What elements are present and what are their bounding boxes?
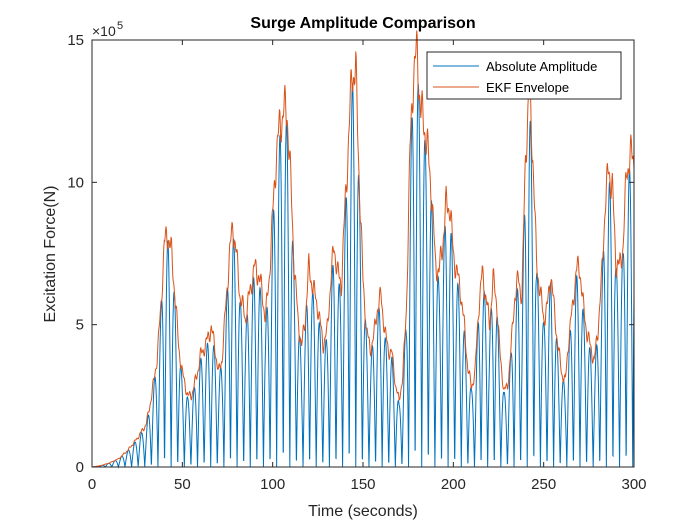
axes: 0 50 100 150 200 250 300 0 5 10 15 bbox=[67, 32, 646, 493]
series-line-absolute-amplitude bbox=[92, 83, 635, 469]
x-tick-label: 300 bbox=[621, 476, 646, 493]
legend-label-absolute-amplitude: Absolute Amplitude bbox=[486, 59, 597, 74]
x-tick-label: 0 bbox=[88, 476, 96, 493]
legend: Absolute Amplitude EKF Envelope bbox=[426, 51, 622, 100]
y-exponent-label: ×10 5 bbox=[92, 20, 123, 39]
legend-box bbox=[426, 51, 622, 100]
y-tick-label: 15 bbox=[67, 32, 84, 49]
x-tick-label: 150 bbox=[350, 476, 375, 493]
legend-label-ekf-envelope: EKF Envelope bbox=[486, 80, 569, 95]
y-tick-label: 10 bbox=[67, 174, 84, 191]
y-axis-label: Excitation Force(N) bbox=[42, 186, 59, 323]
series-line-ekf-envelope bbox=[91, 30, 635, 468]
y-tick-label: 0 bbox=[76, 459, 84, 476]
x-tick-label: 50 bbox=[174, 476, 191, 493]
x-tick-label: 200 bbox=[441, 476, 466, 493]
x-axis-label: Time (seconds) bbox=[308, 503, 418, 520]
chart-title: Surge Amplitude Comparison bbox=[250, 15, 475, 32]
x-tick-label: 100 bbox=[260, 476, 285, 493]
y-tick-label: 5 bbox=[76, 317, 84, 334]
x-tick-label: 250 bbox=[531, 476, 556, 493]
y-exponent-power: 5 bbox=[117, 20, 123, 32]
y-exponent-base: ×10 bbox=[92, 23, 116, 39]
plot-area bbox=[91, 30, 635, 469]
